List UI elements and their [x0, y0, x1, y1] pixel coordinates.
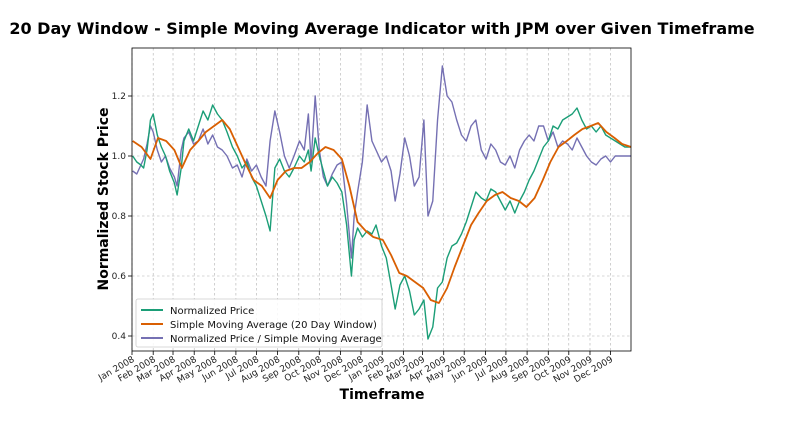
chart-title: 20 Day Window - Simple Moving Average In… — [9, 19, 754, 38]
y-tick-label: 1.0 — [112, 152, 127, 162]
y-axis-ticks: 0.4 0.6 0.8 1.0 1.2 — [112, 92, 132, 342]
series-line-normalized-price — [132, 104, 631, 340]
y-tick-label: 1.2 — [112, 92, 126, 102]
series-line-normalized-price-simple-moving-average — [132, 65, 631, 259]
series-layer — [132, 65, 631, 340]
legend-label-price-sma-ratio: Normalized Price / Simple Moving Average — [170, 334, 382, 345]
series-line-simple-moving-average-20-day-window — [132, 119, 631, 304]
y-tick-label: 0.4 — [112, 332, 127, 342]
y-tick-label: 0.6 — [112, 272, 127, 282]
legend: Normalized Price Simple Moving Average (… — [135, 298, 383, 348]
legend-box — [135, 298, 383, 348]
plot-frame — [131, 47, 632, 352]
legend-label-sma: Simple Moving Average (20 Day Window) — [170, 320, 377, 331]
y-tick-label: 0.8 — [112, 212, 127, 222]
x-axis-label: Timeframe — [340, 387, 425, 403]
legend-label-normalized-price: Normalized Price — [170, 306, 254, 317]
y-axis-label: Normalized Stock Price — [96, 107, 112, 290]
